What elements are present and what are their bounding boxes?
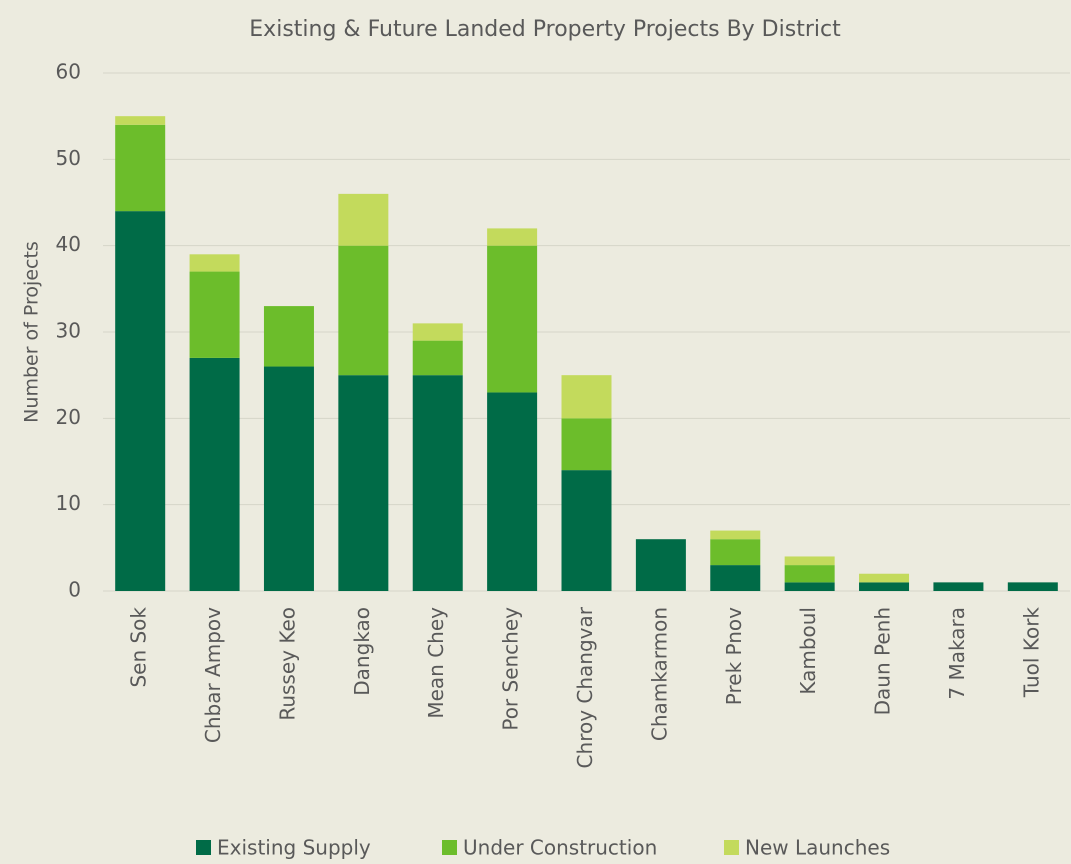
x-tick-label: Prek Pnov <box>722 607 746 705</box>
bar-segment <box>859 573 910 583</box>
bar-segment <box>338 375 389 591</box>
bar-segment <box>189 271 240 358</box>
y-tick-label: 30 <box>56 319 81 343</box>
bar-segment <box>115 124 166 212</box>
x-tick-label: Daun Penh <box>871 607 895 715</box>
x-tick-label: Chbar Ampov <box>201 607 225 743</box>
x-tick-label: Chroy Changvar <box>573 606 597 768</box>
x-tick-label: Por Senchey <box>499 607 523 731</box>
bar-segment <box>710 530 761 540</box>
x-tick-label: Tuol Kork <box>1019 607 1043 699</box>
y-tick-label: 10 <box>56 491 81 515</box>
y-axis-label: Number of Projects <box>21 241 43 423</box>
x-tick-label: Russey Keo <box>275 607 299 721</box>
bar-segment <box>561 418 612 471</box>
bar-segment <box>338 245 389 376</box>
y-tick-label: 20 <box>56 405 81 429</box>
bar-segment <box>189 254 240 272</box>
bar-segment <box>487 392 538 591</box>
bar-segment <box>933 582 984 591</box>
bar-segment <box>189 357 240 591</box>
bar-segment <box>115 211 166 591</box>
legend-swatch <box>442 840 457 855</box>
x-tick-label: Kamboul <box>796 607 820 695</box>
y-tick-label: 0 <box>68 578 81 602</box>
y-tick-label: 60 <box>56 60 81 84</box>
y-tick-label: 40 <box>56 232 81 256</box>
bar-segment <box>412 340 463 376</box>
bar-segment <box>487 228 538 246</box>
bar-segment <box>561 470 612 591</box>
x-tick-label: 7 Makara <box>945 607 969 700</box>
bar-segment <box>784 565 835 583</box>
legend-label: Existing Supply <box>217 836 371 860</box>
x-tick-label: Chamkarmon <box>647 607 671 741</box>
bar-segment <box>784 582 835 591</box>
bar-segment <box>263 306 314 367</box>
bar-segment <box>859 582 910 591</box>
bar-segment <box>338 193 389 246</box>
bar-segment <box>710 539 761 566</box>
bar-segment <box>263 366 314 591</box>
bar-segment <box>487 245 538 393</box>
y-tick-label: 50 <box>56 146 81 170</box>
bar-segment <box>1007 582 1058 591</box>
chart-title: Existing & Future Landed Property Projec… <box>249 17 841 42</box>
legend-swatch <box>724 840 739 855</box>
legend-swatch <box>196 840 211 855</box>
bar-segment <box>115 116 166 125</box>
legend-label: New Launches <box>745 836 890 860</box>
x-tick-label: Dangkao <box>350 607 374 696</box>
bar-segment <box>412 323 463 341</box>
bar-segment <box>635 539 686 591</box>
x-tick-label: Mean Chey <box>424 607 448 719</box>
legend-label: Under Construction <box>463 836 657 860</box>
bar-segment <box>412 375 463 591</box>
bar-segment <box>710 565 761 591</box>
bar-segment <box>561 375 612 419</box>
x-tick-label: Sen Sok <box>127 607 151 688</box>
bar-segment <box>784 556 835 566</box>
